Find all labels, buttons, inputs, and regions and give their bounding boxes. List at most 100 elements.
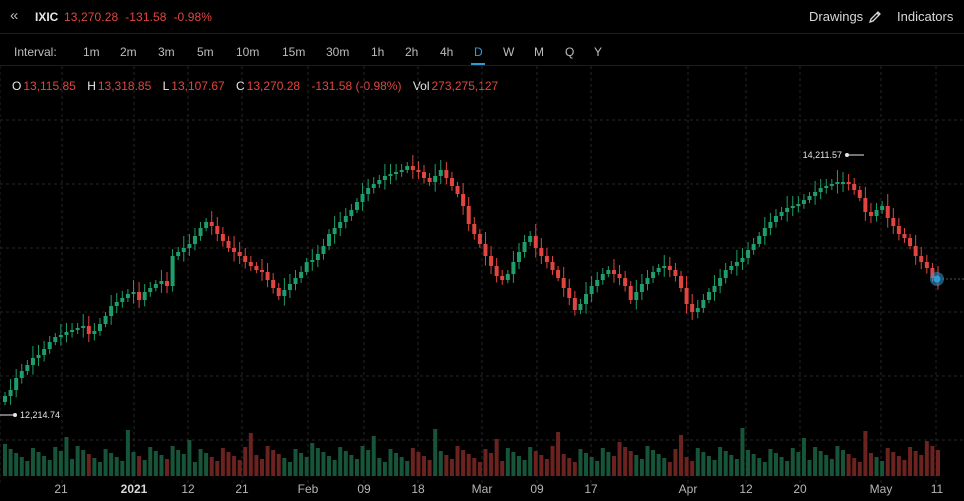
interval-y[interactable]: Y [594,45,603,59]
candle-body [712,286,717,292]
interval-m[interactable]: M [534,45,544,59]
volume-bar [779,457,784,476]
candle-body [684,288,689,304]
candle-body [220,234,225,241]
candle-body [142,292,147,300]
candle-body [690,304,695,312]
volume-bar [628,451,633,476]
volume-bar [656,454,661,476]
close-key: C [236,79,245,93]
candle-body [366,188,371,194]
candle-body [483,244,488,256]
candle-body [874,210,879,216]
candle-body [187,244,192,248]
volume-bar [500,461,505,476]
candle-body [382,176,387,180]
interval-30m[interactable]: 30m [326,45,350,59]
interval-5m[interactable]: 5m [197,45,214,59]
candle-body [293,278,298,284]
volume-bar [561,454,566,476]
volume-bar [584,453,589,476]
volume-bar [762,462,767,476]
candle-body [494,266,499,276]
quote-change-pct: -0.98% [173,10,213,24]
interval-15m[interactable]: 15m [282,45,306,59]
candle-body [103,316,108,324]
volume-bar [360,446,365,476]
pencil-icon [869,10,882,23]
volume-bar [198,449,203,476]
change-value: -131.58 (-0.98%) [311,79,402,93]
x-tick-label: 18 [411,482,425,496]
volume-bar [477,462,482,476]
candle-body [209,222,214,226]
volume-bar [394,453,399,476]
candle-body [131,292,136,294]
candle-body [30,358,35,365]
interval-10m[interactable]: 10m [236,45,260,59]
volume-bar [237,460,242,476]
volume-bar [461,450,466,476]
candle-body [511,262,516,274]
volume-bar [226,452,231,476]
candle-body [740,258,745,262]
volume-bar [271,450,276,476]
interval-1h[interactable]: 1h [371,45,385,59]
candle-body [114,302,119,306]
volume-bar [209,457,214,476]
volume-bar [410,448,415,476]
candle-body [908,238,913,246]
interval-q[interactable]: Q [565,45,575,59]
candle-body [92,331,97,334]
price-chart[interactable]: 14,211.57 12,214.74 21 2021 12 21 Feb 09 18 Mar 0… [0,66,964,501]
collapse-sidebar-icon[interactable]: « [10,7,19,24]
drawings-button[interactable]: Drawings [809,9,882,24]
volume-bar [852,458,857,476]
x-tick-label: May [870,482,893,496]
volume-bar [399,457,404,476]
candle-body [835,182,840,184]
volume-bar [505,448,510,476]
candle-body [153,284,158,288]
candle-body [880,206,885,210]
interval-1m[interactable]: 1m [83,45,100,59]
interval-w[interactable]: W [503,45,515,59]
symbol-label[interactable]: IXIC [35,10,59,24]
interval-3m[interactable]: 3m [158,45,175,59]
volume-bar [472,458,477,476]
candle-body [556,270,561,278]
volume-bar [729,455,734,476]
candle-body [891,218,896,226]
volume-bar [282,458,287,476]
drawings-label: Drawings [809,9,864,24]
interval-label: Interval: [14,45,57,59]
interval-2m[interactable]: 2m [120,45,137,59]
volume-bar [343,451,348,476]
volume-bar [366,450,371,476]
volume-bar [243,447,248,476]
volume-bar [466,454,471,476]
candle-body [779,212,784,216]
candle-body [461,194,466,206]
candle-body [47,342,52,349]
indicators-button[interactable]: Indicators [897,9,954,24]
interval-2h[interactable]: 2h [405,45,419,59]
candle-body [489,256,494,266]
candle-body [773,216,778,222]
candle-body [176,252,181,256]
candle-body [868,212,873,216]
volume-bar [438,451,443,476]
candle-body [265,272,270,280]
interval-d[interactable]: D [474,45,483,59]
volume-bar [165,459,170,476]
candle-body [902,234,907,238]
volume-bar [639,459,644,476]
volume-bar [936,450,940,476]
candle-body [137,292,142,300]
volume-bar [874,457,879,476]
candle-body [237,252,242,256]
volume-bar [53,447,58,476]
candle-body [354,202,359,210]
interval-4h[interactable]: 4h [440,45,454,59]
candle-body [3,396,7,402]
